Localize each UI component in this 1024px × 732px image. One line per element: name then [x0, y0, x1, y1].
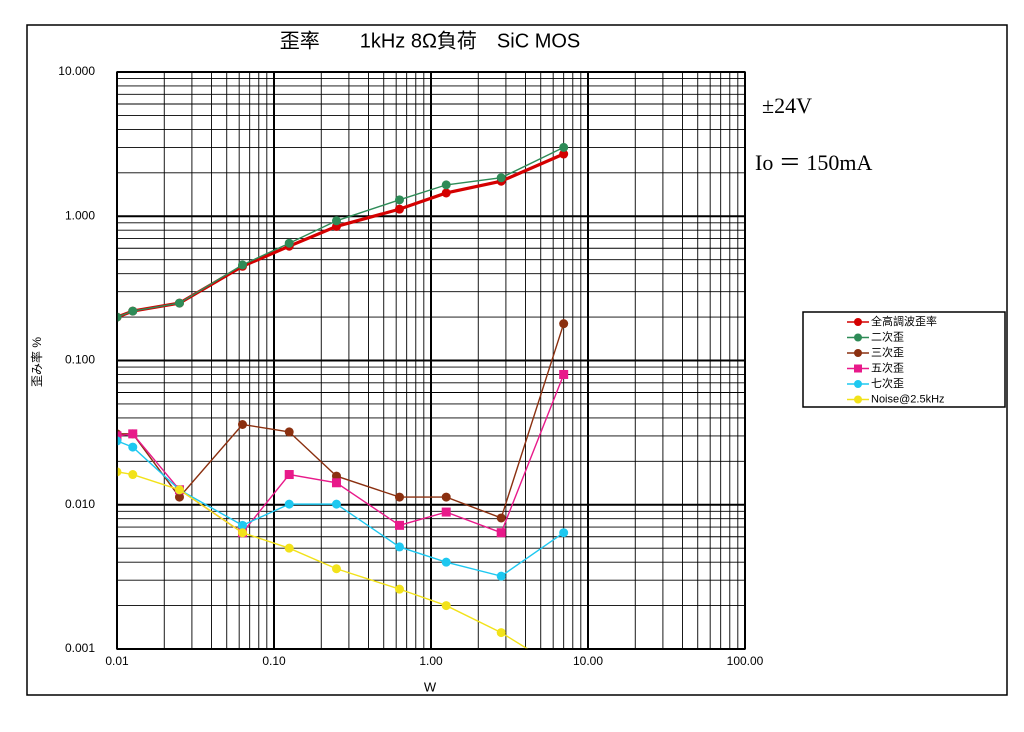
plot: [117, 142, 569, 676]
point: [496, 628, 506, 638]
y-tick-label: 10.000: [58, 64, 95, 78]
point: [559, 369, 569, 379]
annotation: ±24V: [762, 93, 812, 118]
point: [128, 442, 138, 452]
point: [394, 492, 404, 502]
x-tick-label: 1.00: [419, 654, 443, 668]
x-axis-label: W: [424, 679, 437, 694]
point: [559, 142, 569, 152]
legend-marker: [854, 349, 862, 357]
y-tick-label: 1.000: [65, 208, 95, 222]
point: [394, 584, 404, 594]
legend-marker: [854, 380, 862, 388]
point: [331, 216, 341, 226]
point: [441, 557, 451, 567]
legend-label: 五次歪: [871, 360, 904, 374]
legend-label: Noise@2.5kHz: [871, 393, 945, 405]
point: [284, 543, 294, 553]
point: [559, 667, 568, 676]
point: [331, 499, 341, 509]
point: [441, 188, 451, 198]
point: [441, 492, 451, 502]
point: [174, 298, 184, 308]
legend-marker: [854, 364, 862, 373]
point: [441, 601, 451, 611]
x-tick-label: 0.10: [262, 654, 286, 668]
point: [237, 528, 247, 538]
point: [559, 149, 569, 159]
point: [284, 470, 294, 480]
point: [117, 312, 122, 322]
legend-label: 全高調波歪率: [871, 314, 937, 328]
point: [128, 470, 138, 480]
point: [394, 520, 404, 530]
y-axis-label: 歪み率 %: [29, 337, 44, 387]
point: [284, 238, 294, 248]
point: [496, 528, 506, 538]
y-tick-label: 0.001: [65, 641, 95, 655]
point: [441, 507, 451, 517]
legend-marker: [854, 395, 862, 404]
point: [237, 260, 247, 270]
legend-marker: [854, 333, 862, 342]
point: [496, 173, 506, 183]
y-tick-label: 0.100: [65, 353, 95, 367]
annotation: Io ＝ 150mA: [755, 150, 872, 175]
point: [128, 429, 138, 439]
point: [331, 478, 341, 488]
point: [237, 520, 247, 530]
frame: [26, 24, 1008, 696]
point: [559, 528, 569, 538]
plot-border: [116, 71, 746, 650]
point: [394, 195, 404, 205]
legend-label: 三次歪: [871, 345, 904, 359]
legend-marker: [854, 318, 862, 326]
series-line: [117, 471, 530, 649]
point: [117, 436, 122, 446]
x-tick-label: 0.01: [105, 654, 129, 668]
series-line: [117, 146, 564, 318]
x-tick-label: 100.00: [727, 654, 764, 668]
point: [559, 319, 569, 329]
x-tick-label: 10.00: [573, 654, 603, 668]
legend-box: [802, 311, 1006, 408]
point: [496, 571, 506, 581]
chart-title: 歪率 1kHz 8Ω負荷 SiC MOS: [280, 29, 581, 52]
series-line: [117, 440, 565, 577]
point: [174, 485, 184, 495]
series-line: [117, 374, 565, 534]
point: [284, 427, 294, 437]
series-line: [117, 323, 565, 519]
point: [174, 492, 184, 502]
point: [394, 542, 404, 552]
point: [331, 564, 341, 574]
point: [237, 420, 247, 430]
y-tick-label: 0.010: [65, 497, 95, 511]
point: [117, 467, 122, 477]
legend-label: 七次歪: [871, 376, 904, 390]
point: [394, 204, 404, 214]
legend-label: 二次歪: [871, 329, 904, 343]
point: [117, 431, 122, 441]
point: [441, 180, 451, 190]
point: [128, 306, 138, 316]
point: [496, 513, 506, 523]
point: [284, 499, 294, 509]
